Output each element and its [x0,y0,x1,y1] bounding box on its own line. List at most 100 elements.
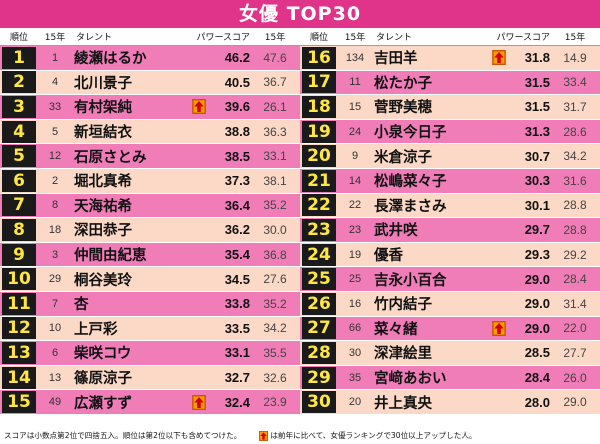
prev-rank: 11 [349,76,361,89]
rank-badge: 21 [302,169,336,192]
talent-name: 堀北真希 [74,174,132,191]
table-row: 23 23 武井咲 29.7 28.8 [300,218,600,243]
up-marker-cell [490,320,508,336]
prev-rank: 33 [48,100,62,113]
up-marker-cell [190,394,208,410]
talent-name: 竹内結子 [374,297,432,314]
talent-name: 深田恭子 [74,223,132,240]
table-row: 5 12 石原さとみ 38.5 33.1 [0,144,300,169]
score-15: 30.0 [263,222,287,237]
ranking-column-right: 順位 15年 タレント パワースコア 15年 16 134 吉田羊 31.8 14.9 1… [300,28,600,415]
rank-badge: 16 [302,46,336,69]
rank-cell: 3 [0,95,38,119]
rank-badge: 22 [302,194,336,217]
rank-badge: 15 [2,391,36,414]
power-score: 30.1 [524,197,550,213]
table-row: 28 30 深津絵里 28.5 27.7 [300,341,600,366]
prev-rank: 7 [51,297,59,310]
power-score: 29.0 [524,320,550,336]
rank-badge: 4 [2,120,36,143]
prev-rank: 10 [48,322,62,335]
rank-cell: 9 [0,243,38,267]
footer-note-arrow: は前年に比べて、女優ランキングで30位以上アップした人。 [270,431,477,440]
rank-cell: 28 [300,341,338,365]
table-row: 21 14 松嶋菜々子 30.3 31.6 [300,168,600,194]
talent-name: 優香 [374,248,403,265]
rank-cell: 20 [300,144,338,168]
rank-cell: 5 [0,144,38,168]
up-arrow-icon [192,394,206,410]
talent-name: 菅野美穂 [374,100,432,117]
rank-badge: 8 [2,218,36,241]
power-score: 29.7 [524,222,550,238]
talent-name: 松嶋菜々子 [374,174,447,191]
talent-name: 新垣結衣 [74,125,132,142]
table-row: 7 8 天海祐希 36.4 35.2 [0,193,300,219]
talent-name: 吉永小百合 [374,272,447,289]
up-arrow-icon [259,430,269,441]
prev-rank: 5 [51,125,59,138]
score-15: 27.7 [563,345,587,360]
rank-cell: 13 [0,341,38,365]
prev-rank: 13 [48,371,62,384]
header-power-score: パワースコア [496,33,550,43]
table-row: 26 16 竹内結子 29.0 31.4 [300,291,600,317]
power-score: 31.5 [524,99,550,115]
rank-badge: 19 [302,120,336,143]
talent-name: 深津絵里 [374,346,432,363]
rank-cell: 2 [0,71,38,95]
prev-rank: 2 [51,174,59,187]
prev-rank: 24 [348,125,362,138]
rank-cell: 22 [300,194,338,218]
power-score: 32.7 [224,370,250,386]
talent-name: 有村架純 [74,100,132,117]
rank-badge: 20 [302,145,336,168]
score-15: 34.2 [563,149,587,164]
rank-cell: 21 [300,169,338,193]
prev-rank: 25 [348,273,362,286]
rank-badge: 29 [302,366,336,389]
table-row: 16 134 吉田羊 31.8 14.9 [300,46,600,71]
header-rank: 順位 [9,33,28,43]
ranking-column-left: 順位 15年 タレント パワースコア 15年 1 1 綾瀬はるか 46.2 47.6 2 4… [0,28,300,415]
power-score: 29.3 [524,247,550,263]
table-row: 1 1 綾瀬はるか 46.2 47.6 [0,46,300,71]
table-row: 9 3 仲間由紀恵 35.4 36.8 [0,242,300,268]
score-15: 34.2 [263,321,287,336]
rank-badge: 30 [302,391,336,414]
table-row: 17 11 松たか子 31.5 33.4 [300,70,600,96]
prev-rank: 8 [51,199,59,212]
score-15: 22.0 [563,321,587,336]
talent-name: 天海祐希 [74,198,132,215]
talent-name: 桐谷美玲 [74,272,132,289]
talent-name: 武井咲 [374,223,418,240]
rank-badge: 2 [2,71,36,94]
power-score: 33.1 [224,345,250,361]
score-15: 33.4 [563,75,587,90]
talent-name: 広瀬すず [74,395,132,412]
talent-name: 上戸彩 [74,321,118,338]
prev-rank: 1 [51,51,59,64]
power-score: 46.2 [224,50,250,66]
power-score: 28.0 [524,394,550,410]
prev-rank: 14 [348,174,362,187]
rank-cell: 18 [300,95,338,119]
score-15: 29.0 [563,395,587,410]
score-15: 23.9 [263,395,287,410]
up-arrow-icon [492,320,506,336]
rank-cell: 8 [0,218,38,242]
rank-badge: 3 [2,95,36,118]
score-15: 38.1 [263,173,287,188]
table-row: 24 19 優香 29.3 29.2 [300,242,600,268]
rank-badge: 25 [302,268,336,291]
power-score: 40.5 [224,74,250,90]
talent-name: 仲間由紀恵 [74,248,147,265]
page-title: 女優 TOP30 [0,0,600,28]
table-row: 14 13 篠原涼子 32.7 32.6 [0,365,300,391]
score-15: 36.8 [263,247,287,262]
rank-badge: 14 [2,366,36,389]
score-15: 28.8 [563,222,587,237]
score-15: 32.6 [263,370,287,385]
power-score: 36.4 [224,197,250,213]
table-row: 19 24 小泉今日子 31.3 28.6 [300,119,600,145]
